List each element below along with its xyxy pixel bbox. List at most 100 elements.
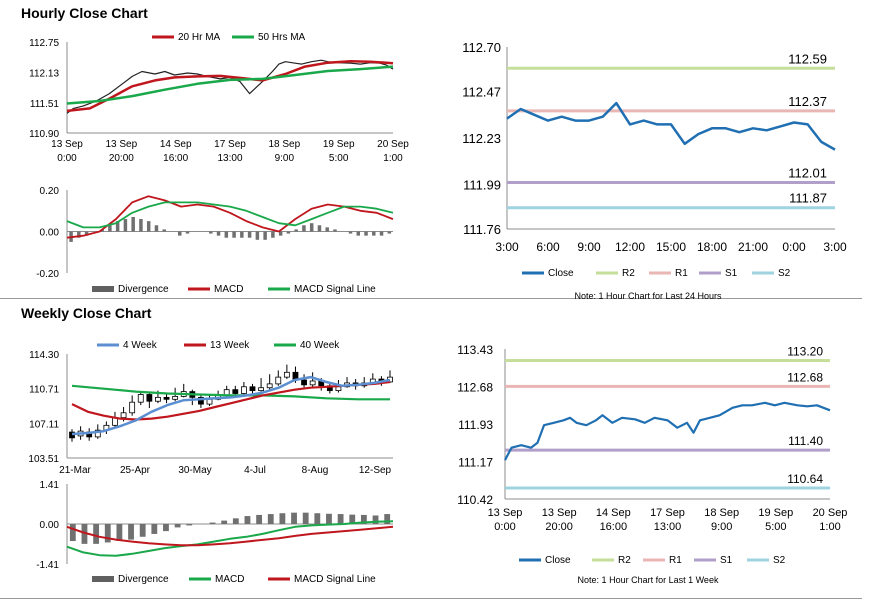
weekly-close-ytick: 112.68: [457, 380, 493, 394]
weekly-divergence-bar: [302, 512, 309, 524]
candle-body: [309, 380, 316, 386]
weekly-divergence-bar: [186, 524, 193, 526]
weekly-level-s2-label: 110.64: [787, 472, 823, 486]
hourly-divergence-bar: [333, 229, 337, 232]
weekly-divergence-bar: [267, 514, 274, 524]
hourly-24h-xtick: 15:00: [656, 240, 686, 254]
hourly-24h-xtick: 6:00: [536, 240, 560, 254]
weekly-close-note: Note: 1 Hour Chart for Last 1 Week: [578, 575, 719, 585]
level-r2-label: 112.59: [788, 51, 827, 66]
hourly-24h-xtick: 9:00: [577, 240, 601, 254]
hourly-divergence-bar: [271, 231, 275, 238]
legend-hourly-divergence-swatch: [92, 286, 114, 292]
weekly-divergence-bar: [174, 524, 181, 528]
hourly-divergence-bar: [146, 221, 151, 232]
weekly-close-ytick: 113.43: [457, 343, 493, 357]
hourly-signal-line: [66, 201, 394, 229]
weekly-divergence-bar: [232, 518, 239, 524]
weekly-divergence-bar: [372, 515, 379, 524]
hourly-macd-line: [66, 195, 394, 239]
weekly-divergence-bar: [291, 512, 297, 524]
weekly-macd-ytick: 0.00: [40, 520, 60, 531]
weekly-close-ytick: 111.17: [458, 456, 493, 470]
candle-body: [129, 401, 136, 414]
hourly-price-ytick: 112.13: [29, 68, 59, 79]
hourly-divergence-bar: [209, 231, 213, 234]
hourly-close-line: [66, 59, 394, 114]
weekly-price-ytick: 114.30: [29, 350, 59, 361]
hourly-divergence-bar: [372, 231, 376, 236]
weekly-price-xtick: 4-Jul: [244, 465, 266, 476]
hourly-divergence-bar: [309, 223, 314, 232]
weekly-level-r1-label: 112.68: [787, 370, 823, 384]
hourly-24h-xtick: 12:00: [615, 240, 645, 254]
legend-weekly-s1-label: S1: [720, 555, 733, 566]
hourly-24h-ytick: 111.76: [463, 222, 501, 237]
level-s1-label: 112.01: [788, 166, 827, 181]
hourly-price-ytick: 111.51: [30, 99, 60, 110]
weekly-close-xtick: 14 Sep: [596, 507, 631, 519]
weekly-price-xtick: 12-Sep: [359, 465, 392, 476]
wk4-line: [71, 375, 391, 436]
level-s2-label: 111.87: [789, 191, 827, 206]
legend-wk40-label: 40 Week: [300, 340, 340, 351]
weekly-close-ytick: 111.93: [458, 418, 493, 432]
hourly-price-xtick: 5:00: [329, 153, 349, 164]
hourly-divergence-bar: [162, 229, 166, 232]
candle-body: [146, 394, 153, 402]
legend-hourly-macd-label: MACD: [214, 284, 243, 295]
wk13-line: [71, 380, 391, 421]
weekly-close-xtick: 9:00: [711, 521, 732, 533]
weekly-level-r2-label: 113.20: [787, 344, 823, 358]
weekly-price-ytick: 110.71: [29, 385, 59, 396]
legend-wk4-label: 4 Week: [123, 340, 158, 351]
legend-weekly-signal-label: MACD Signal Line: [294, 574, 376, 585]
weekly-close-xtick: 20 Sep: [813, 507, 848, 519]
hourly-divergence-bar: [240, 231, 244, 238]
weekly-divergence-bar: [116, 524, 123, 542]
weekly-divergence-bar: [349, 514, 356, 524]
legend-weekly-macd-label: MACD: [215, 574, 244, 585]
hourly-divergence-bar: [185, 231, 190, 234]
candle-body: [163, 396, 170, 400]
weekly-divergence-bar: [221, 520, 228, 524]
hourly-24h-xtick: 18:00: [697, 240, 727, 254]
hourly-title: Hourly Close Chart: [21, 5, 148, 21]
hourly-price-xtick: 16:00: [163, 153, 188, 164]
hourly-price-xtick: 14 Sep: [160, 139, 192, 150]
legend-wk13-label: 13 Week: [210, 340, 250, 351]
weekly-divergence-bar: [279, 513, 286, 524]
weekly-price-ytick: 103.51: [28, 454, 59, 465]
hourly-price-xtick: 0:00: [57, 153, 77, 164]
weekly-divergence-bar: [337, 514, 344, 524]
hourly-divergence-bar: [108, 225, 112, 232]
hourly-macd-ytick: 0.20: [40, 186, 60, 197]
weekly-divergence-bar: [314, 513, 321, 524]
legend-24h-s1-label: S1: [725, 268, 738, 279]
hourly-price-xtick: 9:00: [275, 153, 295, 164]
hourly-divergence-bar: [247, 231, 252, 238]
legend-24h-s2-label: S2: [778, 268, 791, 279]
hourly-divergence-bar: [364, 231, 368, 236]
candle-body: [240, 386, 247, 394]
hourly-24h-xtick: 21:00: [738, 240, 768, 254]
weekly-close-xtick: 13 Sep: [542, 507, 577, 519]
legend-weekly-s2-label: S2: [773, 555, 786, 566]
candle-body: [266, 383, 273, 389]
weekly-close-xtick: 20:00: [545, 521, 573, 533]
hourly-divergence-bar: [131, 216, 135, 232]
level-r1-label: 112.37: [788, 94, 827, 109]
candle-body: [172, 396, 179, 400]
hourly-24h-ytick: 112.70: [462, 40, 501, 55]
weekly-divergence-bar: [244, 516, 251, 524]
hourly-divergence-bar: [115, 221, 120, 232]
weekly-signal-line: [66, 525, 394, 547]
hourly-divergence-bar: [278, 231, 283, 236]
weekly-divergence-bar: [128, 524, 134, 540]
weekly-macd-ytick: 1.41: [40, 480, 60, 491]
candle-body: [137, 394, 144, 403]
hourly-price-xtick: 13 Sep: [105, 139, 137, 150]
hourly-price-xtick: 20:00: [109, 153, 134, 164]
weekly-divergence-bar: [384, 514, 391, 524]
